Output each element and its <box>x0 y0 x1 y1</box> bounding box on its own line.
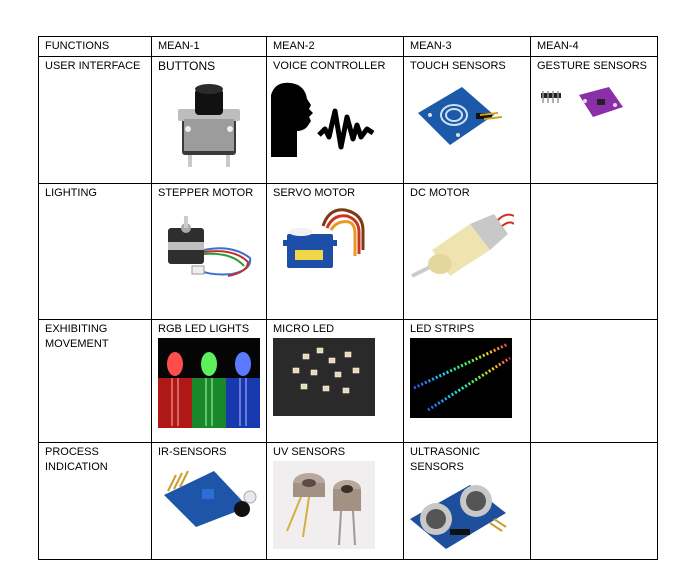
mean-label: IR-SENSORS <box>158 446 227 458</box>
mean-cell-empty <box>530 442 658 560</box>
led-strip-photo <box>410 338 512 418</box>
mean-cell: TOUCH SENSORS <box>403 56 531 184</box>
mean-cell: SERVO MOTOR <box>266 183 404 320</box>
table-row: LIGHTING STEPPER MOTOR SERVO MOTOR <box>38 183 658 320</box>
table-row: EXHIBITING MOVEMENT RGB LED LIGHTS MICRO… <box>38 319 658 443</box>
touch-sensor-board-photo <box>418 87 503 145</box>
mean-label: UV SENSORS <box>273 446 346 458</box>
servo-motor-photo <box>283 208 365 268</box>
mean-cell: ULTRASONIC SENSORS <box>403 442 531 560</box>
header-row: FUNCTIONS MEAN-1 MEAN-2 MEAN-3 MEAN-4 <box>38 36 658 57</box>
function-label: EXHIBITING MOVEMENT <box>45 323 109 350</box>
function-cell: PROCESS INDICATION <box>38 442 152 560</box>
mean-label: BUTTONS <box>158 59 216 73</box>
mean-cell: VOICE CONTROLLER <box>266 56 404 184</box>
mean-label: DC MOTOR <box>410 187 470 199</box>
mean-cell: UV SENSORS <box>266 442 404 560</box>
push-button-photo <box>178 84 240 167</box>
voice-silhouette-icon <box>271 82 375 157</box>
function-label: USER INTERFACE <box>45 60 141 72</box>
mean-cell: BUTTONS <box>151 56 267 184</box>
mean-label: TOUCH SENSORS <box>410 60 506 72</box>
micro-led-photo <box>273 338 375 416</box>
mean-label: ULTRASONIC SENSORS <box>410 446 481 473</box>
header-functions: FUNCTIONS <box>38 36 152 57</box>
dc-motor-photo <box>411 213 514 278</box>
mean-cell-empty <box>530 319 658 443</box>
text-cursor <box>657 180 658 194</box>
gesture-sensor-board-photo <box>541 87 623 117</box>
mean-cell: MICRO LED <box>266 319 404 443</box>
ultrasonic-sensor-photo <box>410 485 507 549</box>
table-row: PROCESS INDICATION IR-SENSORS UV SENSORS <box>38 442 658 560</box>
function-label: PROCESS INDICATION <box>45 446 108 473</box>
mean-cell: LED STRIPS <box>403 319 531 443</box>
mean-label: VOICE CONTROLLER <box>273 60 386 72</box>
mean-cell: RGB LED LIGHTS <box>151 319 267 443</box>
function-label: LIGHTING <box>45 187 97 199</box>
mean-cell-empty <box>530 183 658 320</box>
header-mean-3: MEAN-3 <box>403 36 531 57</box>
mean-label: SERVO MOTOR <box>273 187 356 199</box>
mean-label: RGB LED LIGHTS <box>158 323 250 335</box>
header-mean-4: MEAN-4 <box>530 36 658 57</box>
function-cell: LIGHTING <box>38 183 152 320</box>
header-mean-2: MEAN-2 <box>266 36 404 57</box>
mean-label: STEPPER MOTOR <box>158 187 254 199</box>
mean-label: LED STRIPS <box>410 323 475 335</box>
stepper-motor-photo <box>168 216 252 277</box>
header-mean-1: MEAN-1 <box>151 36 267 57</box>
mean-cell: DC MOTOR <box>403 183 531 320</box>
ir-sensor-photo <box>164 470 257 527</box>
mean-label: MICRO LED <box>273 323 335 335</box>
rgb-led-photo <box>158 338 260 428</box>
function-cell: EXHIBITING MOVEMENT <box>38 319 152 443</box>
function-cell: USER INTERFACE <box>38 56 152 184</box>
mean-label: GESTURE SENSORS <box>537 60 648 72</box>
mean-cell: GESTURE SENSORS <box>530 56 658 184</box>
table-row: USER INTERFACE BUTTONS VOICE CONTROLLER … <box>38 56 658 184</box>
mean-cell: STEPPER MOTOR <box>151 183 267 320</box>
morphological-chart-table: FUNCTIONS MEAN-1 MEAN-2 MEAN-3 MEAN-4 US… <box>38 36 658 560</box>
mean-cell: IR-SENSORS <box>151 442 267 560</box>
uv-sensor-photo <box>273 461 375 549</box>
